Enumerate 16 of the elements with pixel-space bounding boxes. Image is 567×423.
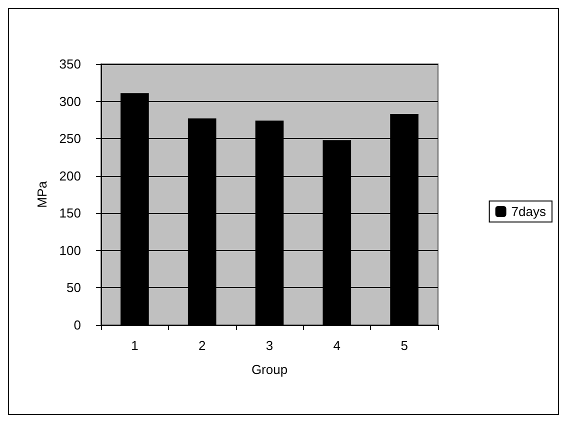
y-tick-label: 200 bbox=[59, 168, 81, 184]
y-tick-label: 150 bbox=[59, 206, 81, 221]
legend-label: 7days bbox=[511, 204, 546, 219]
x-tick-label: 2 bbox=[198, 338, 206, 353]
x-tick-label: 3 bbox=[266, 338, 274, 353]
y-tick-label: 350 bbox=[59, 56, 81, 72]
x-tick-label: 4 bbox=[333, 338, 341, 353]
y-axis-title: MPa bbox=[34, 180, 50, 208]
y-tick-label: 250 bbox=[59, 131, 81, 146]
x-axis-title: Group bbox=[251, 362, 288, 377]
x-tick-label: 5 bbox=[400, 338, 408, 353]
y-tick-label: 300 bbox=[59, 94, 81, 109]
y-tick-label: 100 bbox=[59, 242, 81, 258]
y-tick-label: 0 bbox=[74, 318, 81, 332]
y-tick-label: 50 bbox=[66, 280, 81, 296]
x-tick-label: 1 bbox=[131, 338, 138, 353]
